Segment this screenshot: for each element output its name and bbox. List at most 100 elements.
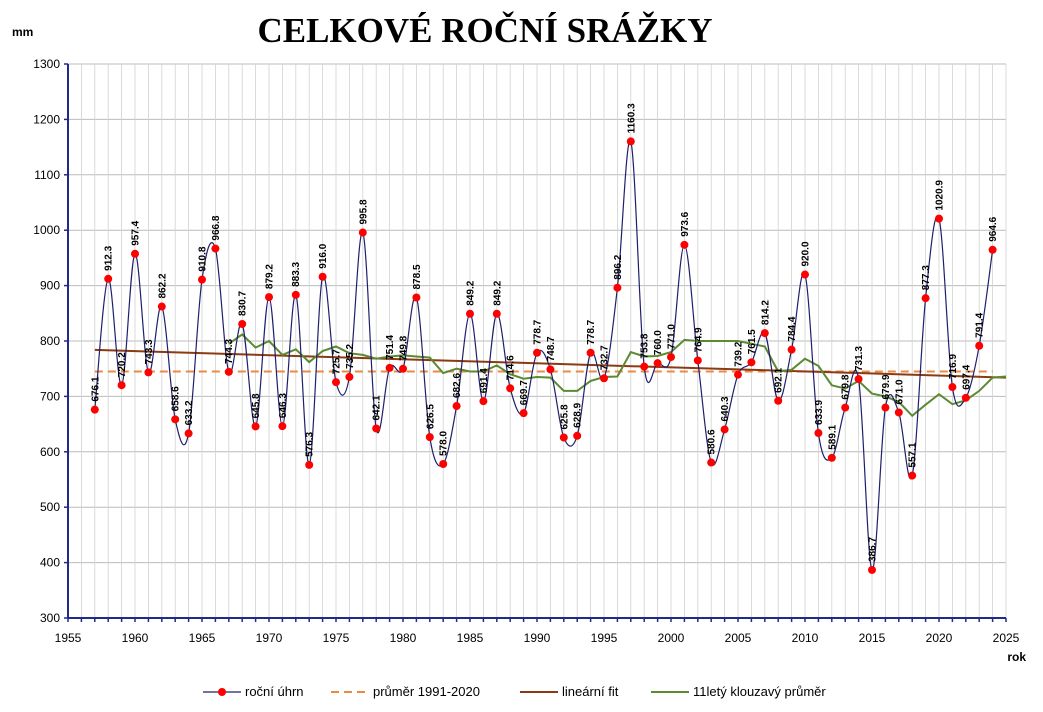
data-point-annual xyxy=(586,348,595,357)
data-label-annual: 879.2 xyxy=(265,264,276,289)
data-label-annual: 676.1 xyxy=(90,376,101,401)
data-label-annual: 753.8 xyxy=(640,333,651,358)
data-label-annual: 645.8 xyxy=(251,393,262,418)
data-label-annual: 791.4 xyxy=(975,312,986,337)
x-tick-label: 2015 xyxy=(859,631,886,645)
data-point-annual xyxy=(961,393,970,402)
legend-item-moving: 11letý klouzavý průměr xyxy=(651,684,826,699)
axes xyxy=(64,63,1007,622)
data-label-annual: 830.7 xyxy=(238,291,249,316)
data-point-annual xyxy=(693,356,702,365)
data-label-annual: 691.4 xyxy=(479,368,490,393)
data-label-annual: 578.0 xyxy=(439,431,450,456)
data-label-annual: 679.8 xyxy=(841,374,852,399)
data-label-annual: 966.8 xyxy=(211,215,222,240)
x-tick-label: 1960 xyxy=(122,631,149,645)
data-label-annual: 628.9 xyxy=(573,402,584,427)
x-tick-label: 1990 xyxy=(524,631,551,645)
data-point-annual xyxy=(854,375,863,384)
data-point-annual xyxy=(546,365,555,374)
data-label-annual: 849.2 xyxy=(492,280,503,305)
data-point-annual xyxy=(492,309,501,318)
data-label-annual: 743.3 xyxy=(144,339,155,364)
data-point-annual xyxy=(345,372,354,381)
data-label-annual: 658.6 xyxy=(171,386,182,411)
data-label-annual: 642.1 xyxy=(372,395,383,420)
data-point-annual xyxy=(198,275,206,284)
data-label-annual: 671.0 xyxy=(894,379,905,404)
data-point-annual xyxy=(385,363,394,372)
data-label-annual: 716.9 xyxy=(948,354,959,379)
x-tick-label: 2005 xyxy=(725,631,752,645)
data-point-annual xyxy=(533,348,541,357)
data-label-annual: 557.1 xyxy=(908,442,919,467)
data-point-annual xyxy=(720,425,729,434)
y-tick-label: 300 xyxy=(40,611,60,625)
data-label-annual: 731.3 xyxy=(854,346,865,371)
data-label-annual: 697.4 xyxy=(961,364,972,389)
data-label-annual: 646.3 xyxy=(278,393,289,418)
y-tick-label: 800 xyxy=(40,334,60,348)
data-label-annual: 744.3 xyxy=(224,338,235,363)
data-point-annual xyxy=(921,294,930,303)
x-tick-label: 1985 xyxy=(457,631,484,645)
data-point-annual xyxy=(801,270,809,279)
data-label-annual: 784.4 xyxy=(787,316,798,341)
data-label-annual: 626.5 xyxy=(425,404,436,429)
data-point-annual xyxy=(425,433,434,442)
chart-title: CELKOVÉ ROČNÍ SRÁŽKY xyxy=(257,10,712,50)
data-point-annual xyxy=(318,272,327,281)
data-labels: 676.1 912.3 720.2 957.4 743.3 862.2 658.6633.2… xyxy=(90,103,999,562)
data-point-annual xyxy=(466,309,474,318)
data-point-annual xyxy=(653,359,662,368)
data-point-annual xyxy=(104,274,113,283)
data-point-annual xyxy=(894,408,903,417)
data-point-annual xyxy=(372,424,381,433)
data-label-annual: 883.3 xyxy=(291,261,302,286)
data-label-annual: 912.3 xyxy=(104,245,115,270)
data-label-annual: 778.7 xyxy=(533,319,544,344)
data-label-annual: 640.3 xyxy=(720,396,731,421)
y-tick-labels: 300 400 500 600 700 800 900 1000 1100 1200 1300 xyxy=(33,57,60,625)
data-point-annual xyxy=(332,378,340,387)
legend-swatch-annual-marker xyxy=(218,688,226,696)
x-tick-label: 1975 xyxy=(323,631,350,645)
data-point-annual xyxy=(184,429,193,438)
y-axis-unit-label: mm xyxy=(12,25,33,39)
data-point-annual xyxy=(935,214,943,223)
data-point-annual xyxy=(774,396,783,405)
x-tick-label: 1980 xyxy=(390,631,417,645)
data-point-annual xyxy=(439,459,448,468)
data-point-annual xyxy=(224,367,233,376)
data-point-annual xyxy=(559,433,568,442)
series-annual-line xyxy=(94,139,994,571)
legend-item-annual: roční úhrn xyxy=(203,684,304,699)
data-point-annual xyxy=(747,358,756,367)
y-tick-label: 1300 xyxy=(33,57,60,71)
y-tick-label: 1200 xyxy=(33,112,60,126)
y-tick-label: 700 xyxy=(40,389,60,403)
data-point-annual xyxy=(358,228,367,237)
data-point-annual xyxy=(908,471,917,480)
x-axis-label: rok xyxy=(1007,650,1026,664)
data-label-annual: 1160.3 xyxy=(626,103,637,133)
data-label-annual: 735.2 xyxy=(345,343,356,368)
data-point-annual xyxy=(90,405,99,414)
data-point-annual xyxy=(868,565,876,574)
plot-area xyxy=(90,137,1007,574)
data-point-annual xyxy=(278,422,287,431)
x-tick-label: 1955 xyxy=(55,631,82,645)
y-tick-label: 1000 xyxy=(33,223,60,237)
data-label-annual: 725.7 xyxy=(331,349,342,374)
data-label-annual: 749.8 xyxy=(399,335,410,360)
data-point-annual xyxy=(680,240,689,249)
legend-item-mean: průměr 1991-2020 xyxy=(331,684,480,699)
data-label-annual: 679.9 xyxy=(881,374,892,399)
data-point-annual xyxy=(399,364,407,373)
y-tick-label: 600 xyxy=(40,445,60,459)
y-tick-label: 1100 xyxy=(34,168,60,182)
data-label-annual: 862.2 xyxy=(157,273,168,298)
data-label-annual: 778.7 xyxy=(586,319,597,344)
y-tick-label: 400 xyxy=(40,556,60,570)
